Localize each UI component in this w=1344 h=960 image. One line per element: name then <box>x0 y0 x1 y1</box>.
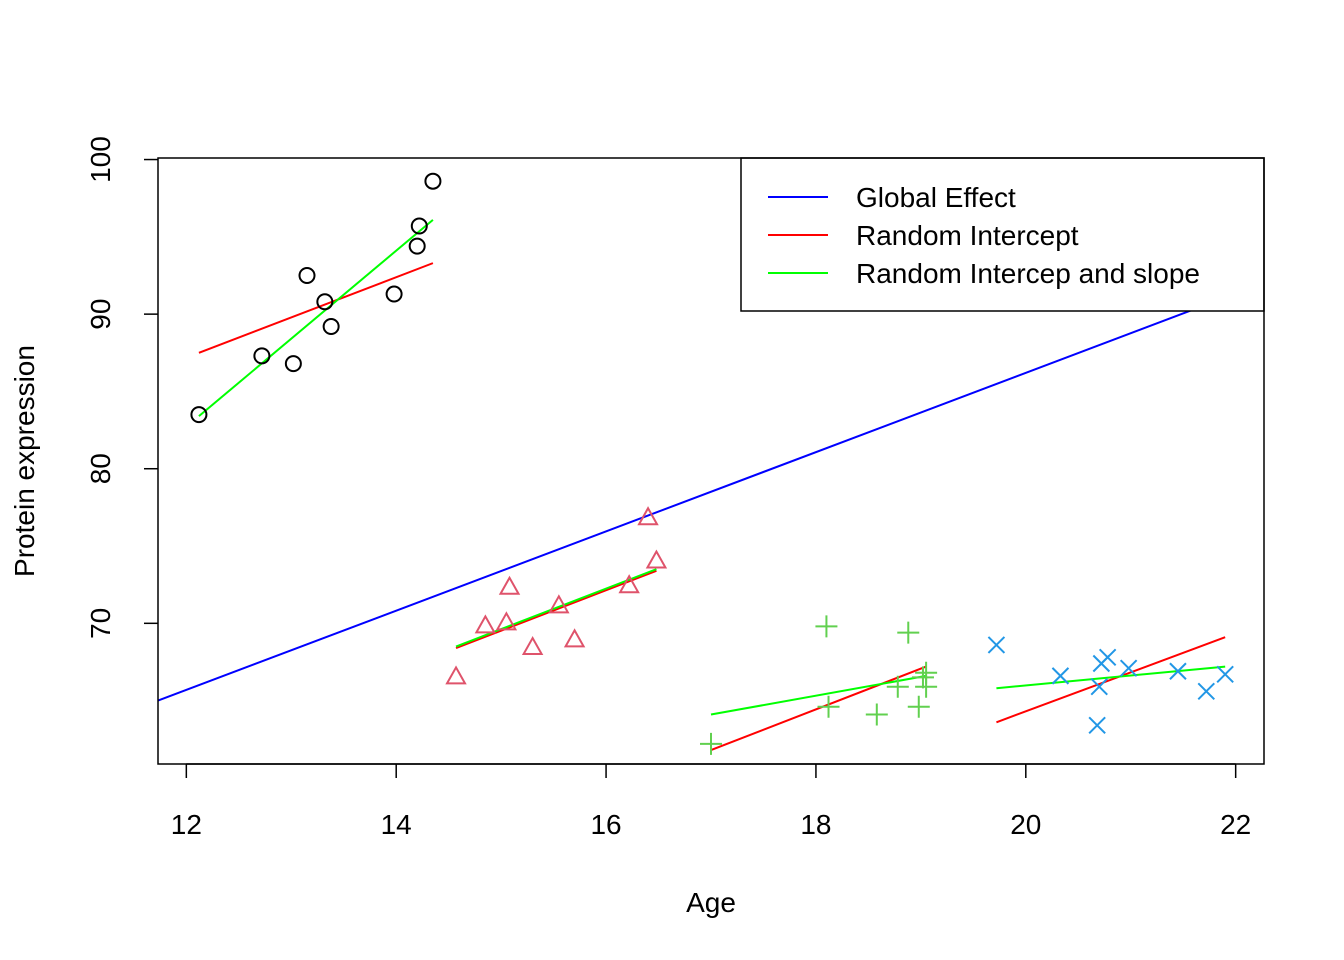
data-point-cross <box>1088 716 1106 735</box>
y-tick-label: 100 <box>85 136 116 183</box>
data-point-plus <box>886 675 909 698</box>
data-point-cross <box>1197 682 1215 701</box>
data-points <box>190 172 1234 755</box>
legend-label: Random Intercept <box>856 220 1079 251</box>
data-point-circle <box>385 285 403 303</box>
data-point-circle <box>408 237 426 255</box>
data-point-cross <box>1169 662 1187 680</box>
data-point-triangle <box>495 611 518 631</box>
x-tick-label: 12 <box>171 809 202 840</box>
data-point-triangle <box>637 506 659 526</box>
y-tick-label: 90 <box>85 299 116 330</box>
series-line-random-intercep-and-slope <box>455 568 657 648</box>
plot-frame <box>157 157 1265 765</box>
data-point-cross <box>1051 667 1070 685</box>
data-point-cross <box>1098 648 1117 667</box>
data-point-circle <box>253 347 271 365</box>
series-line-random-intercep-and-slope <box>996 665 1226 690</box>
data-point-triangle <box>618 574 640 594</box>
data-point-plus <box>700 732 722 755</box>
series-line-random-intercep-and-slope <box>710 674 927 716</box>
data-point-circle <box>190 406 208 424</box>
data-point-plus <box>815 615 838 638</box>
series-line-random-intercept <box>996 636 1226 724</box>
y-tick-label: 80 <box>85 453 116 484</box>
data-point-circle <box>298 266 316 284</box>
y-tick-label: 70 <box>85 608 116 639</box>
data-point-circle <box>316 293 334 311</box>
data-point-plus <box>911 666 934 689</box>
data-point-plus <box>897 621 920 644</box>
data-point-cross <box>987 636 1006 654</box>
data-point-cross <box>1090 677 1108 696</box>
data-point-circle <box>284 355 302 373</box>
data-point-triangle <box>645 549 668 569</box>
data-point-triangle <box>498 575 521 595</box>
series-line-random-intercept <box>710 665 927 752</box>
data-point-circle <box>410 217 428 235</box>
axes: 12 14 16 18 20 22 70 80 90 100 <box>85 136 1251 840</box>
x-tick-label: 22 <box>1220 809 1251 840</box>
x-axis-title: Age <box>686 887 736 918</box>
y-axis-title: Protein expression <box>9 345 40 577</box>
regression-lines <box>158 219 1231 752</box>
data-point-plus <box>865 703 888 726</box>
legend: Global Effect Random Intercept Random Inte… <box>740 157 1265 312</box>
series-line-global-effect <box>158 294 1231 702</box>
data-point-circle <box>424 172 442 190</box>
x-tick-label: 14 <box>381 809 412 840</box>
data-point-cross <box>1119 659 1138 677</box>
data-point-plus <box>907 695 930 718</box>
data-point-triangle <box>548 594 570 614</box>
x-tick-label: 18 <box>800 809 831 840</box>
series-line-random-intercept <box>198 262 434 354</box>
data-point-triangle <box>445 665 467 685</box>
legend-label: Global Effect <box>856 182 1016 213</box>
series-line-random-intercep-and-slope <box>198 219 434 417</box>
legend-label: Random Intercep and slope <box>856 258 1200 289</box>
data-point-plus <box>915 661 938 684</box>
x-tick-label: 20 <box>1010 809 1041 840</box>
x-tick-label: 16 <box>590 809 621 840</box>
series-line-random-intercept <box>455 569 657 649</box>
data-point-triangle <box>521 636 544 656</box>
data-point-triangle <box>474 614 497 634</box>
data-point-cross <box>1216 665 1234 684</box>
data-point-plus <box>817 695 840 718</box>
data-point-circle <box>322 318 340 336</box>
data-point-triangle <box>563 628 586 648</box>
legend-box <box>740 157 1265 312</box>
